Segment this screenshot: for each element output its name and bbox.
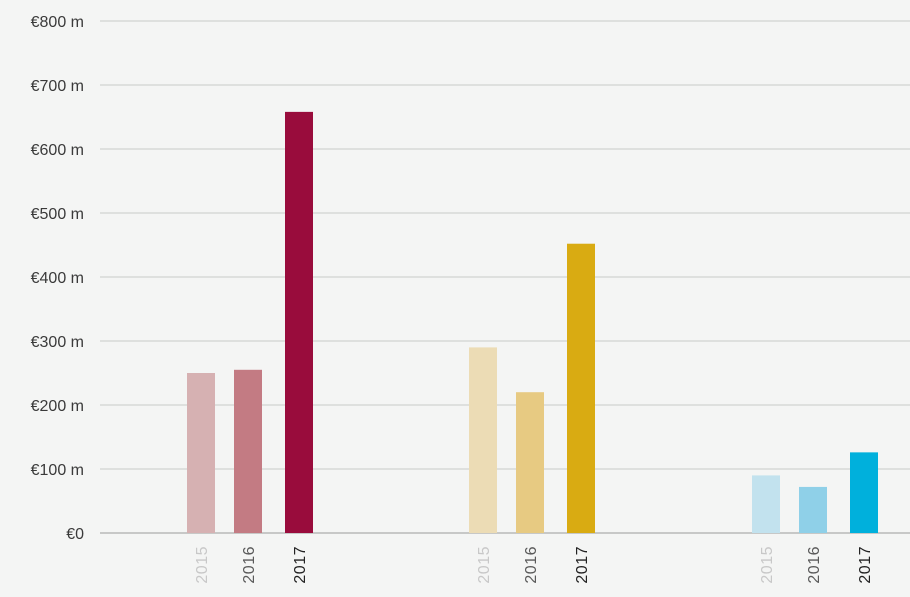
bar-2016 bbox=[516, 392, 544, 533]
x-tick-label: 2017 bbox=[857, 546, 874, 584]
y-axis-tick-labels: €0 €100 m €200 m €300 m €400 m €500 m €600 m €7… bbox=[31, 14, 84, 543]
y-tick-label: €600 m bbox=[31, 142, 84, 159]
bar-2015 bbox=[469, 347, 497, 533]
bar-2017 bbox=[285, 111, 313, 533]
x-tick-label: 2015 bbox=[476, 546, 493, 584]
bar-2016 bbox=[799, 486, 827, 533]
y-tick-label: €700 m bbox=[31, 78, 84, 95]
bar-2016 bbox=[234, 369, 262, 533]
y-tick-label: €500 m bbox=[31, 206, 84, 223]
grid-lines bbox=[100, 20, 910, 534]
y-tick-label: €300 m bbox=[31, 334, 84, 351]
y-tick-label: €400 m bbox=[31, 270, 84, 287]
bars bbox=[187, 111, 878, 533]
x-tick-label: 2017 bbox=[292, 546, 309, 584]
bar-2015 bbox=[187, 373, 215, 533]
x-tick-label: 2015 bbox=[194, 546, 211, 584]
y-tick-label: €200 m bbox=[31, 398, 84, 415]
y-tick-label: €0 bbox=[66, 526, 84, 543]
x-tick-label: 2016 bbox=[523, 546, 540, 584]
y-tick-label: €100 m bbox=[31, 462, 84, 479]
y-tick-label: €800 m bbox=[31, 14, 84, 31]
bar-2017 bbox=[567, 243, 595, 533]
x-tick-label: 2017 bbox=[574, 546, 591, 584]
bar-2017 bbox=[850, 452, 878, 533]
x-axis-tick-labels: 2015 2016 2017 2015 2016 2017 2015 2016 2017 bbox=[194, 546, 874, 584]
x-tick-label: 2015 bbox=[759, 546, 776, 584]
x-tick-label: 2016 bbox=[241, 546, 258, 584]
x-tick-label: 2016 bbox=[806, 546, 823, 584]
bar-2015 bbox=[752, 475, 780, 533]
